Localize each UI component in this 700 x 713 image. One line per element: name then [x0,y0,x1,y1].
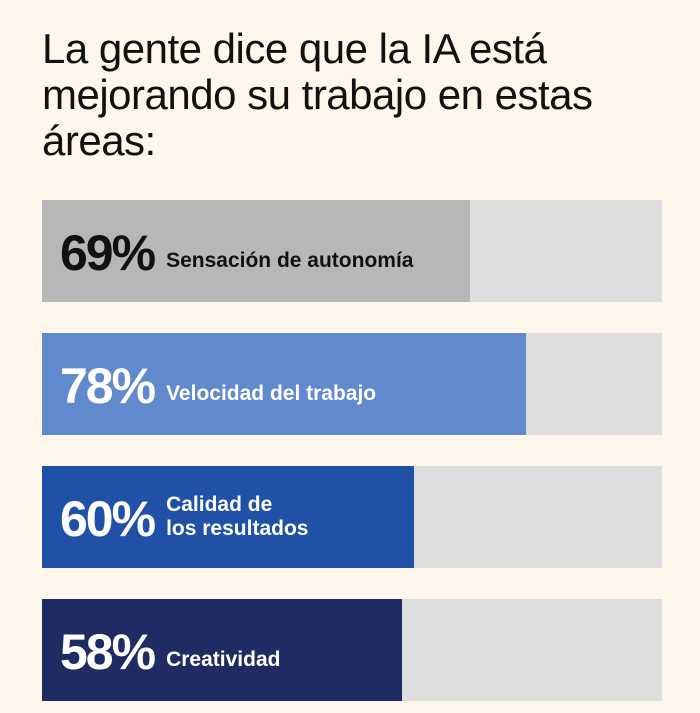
bar-text: 58% Creatividad [60,599,280,701]
bar-track: 69% Sensación de autonomía [42,200,662,302]
bar-track: 58% Creatividad [42,599,662,701]
bar-value-label: 60% [60,491,156,547]
bar-text: 69% Sensación de autonomía [60,200,413,302]
bar-category-label: Sensación de autonomía [166,249,414,272]
bar-category-label: Velocidad del trabajo [166,382,377,405]
bar-fill [42,599,402,701]
bar-value-label: 69% [60,225,156,281]
bar-value-label: 78% [60,358,156,414]
bar-fill [42,200,470,302]
bar-text: 60% Calidad de los resultados [60,466,308,568]
bar-category-label: Creatividad [166,648,281,671]
bar-category-label: Calidad de los resultados [166,493,309,540]
bar-track: 78% Velocidad del trabajo [42,333,662,435]
bar-value-label: 58% [60,624,156,680]
bar-track: 60% Calidad de los resultados [42,466,662,568]
bar-fill [42,333,526,435]
bar-text: 78% Velocidad del trabajo [60,333,376,435]
chart-title: La gente dice que la IA está mejorando s… [42,25,593,164]
bar-fill [42,466,414,568]
